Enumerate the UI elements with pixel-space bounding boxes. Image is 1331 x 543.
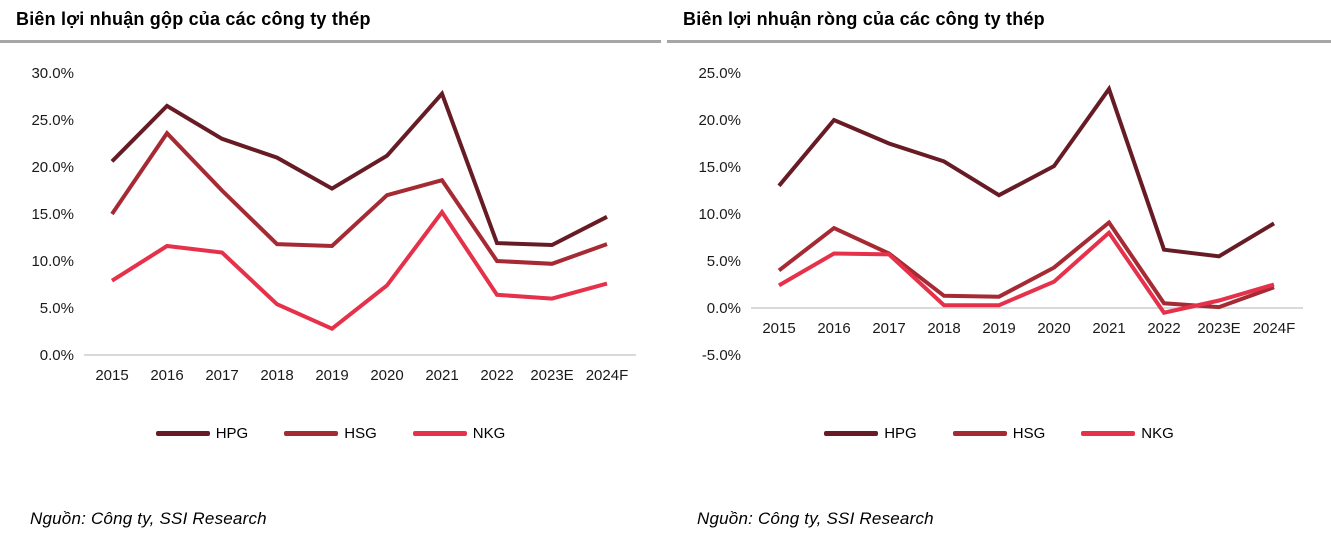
net-margin-chart: 25.0% 20.0% 15.0% 10.0% 5.0% 0.0% -5.0% 2015 201… [698, 65, 1303, 364]
x-tick-label: 2023E [530, 367, 573, 384]
chart-title-net: Biên lợi nhuận ròng của các công ty thép [683, 9, 1045, 29]
y-tick-label: 5.0% [40, 300, 74, 317]
series-line-hsg [110, 130, 608, 266]
y-tick-label: 20.0% [698, 112, 741, 129]
x-tick-label: 2019 [982, 320, 1015, 337]
x-tick-label: 2021 [1092, 320, 1125, 337]
y-tick-label: 15.0% [31, 206, 74, 223]
y-tick-label: 20.0% [31, 159, 74, 176]
legend-label-hsg: HSG [1012, 424, 1046, 442]
legend-item-nkg: NKG [1081, 425, 1174, 442]
y-tick-label: 25.0% [698, 65, 741, 82]
x-tick-label: 2016 [150, 367, 183, 384]
source-note-net: Nguồn: Công ty, SSI Research [697, 509, 934, 528]
series-line-nkg [110, 208, 608, 332]
y-tick-label: 15.0% [698, 159, 741, 176]
x-tick-label: 2024F [1253, 320, 1296, 337]
x-tick-label: 2020 [1037, 320, 1070, 337]
x-tick-label: 2018 [927, 320, 960, 337]
title-divider [667, 40, 1331, 43]
x-tick-label: 2016 [817, 320, 850, 337]
source-note-gross: Nguồn: Công ty, SSI Research [30, 509, 267, 528]
legend-gross: HPG HSG NKG [0, 421, 661, 445]
legend-net: HPG HSG NKG [667, 421, 1331, 445]
x-tick-label: 2019 [315, 367, 348, 384]
y-tick-label: 10.0% [31, 253, 74, 270]
legend-line-hsg [952, 430, 1007, 436]
series-line-hpg [777, 84, 1276, 259]
legend-item-nkg: NKG [412, 424, 506, 442]
legend-line-hsg [284, 430, 339, 436]
legend-label-hpg: HPG [215, 424, 249, 442]
y-tick-label: 30.0% [31, 65, 74, 82]
x-tick-label: 2022 [480, 367, 513, 384]
x-tick-label: 2018 [260, 367, 293, 384]
x-tick-label: 2015 [95, 367, 128, 384]
legend-line-hpg [155, 430, 210, 436]
legend-line-nkg [412, 430, 467, 436]
legend-label-hsg: HSG [344, 424, 377, 442]
gross-margin-chart: 30.0% 25.0% 20.0% 15.0% 10.0% 5.0% 0.0% 2015 201… [31, 65, 636, 384]
y-tick-label: 0.0% [707, 300, 741, 317]
chart-title-gross: Biên lợi nhuận gộp của các công ty thép [16, 9, 371, 29]
legend-label-nkg: NKG [1141, 424, 1174, 442]
legend-label-nkg: NKG [472, 424, 506, 442]
x-tick-label: 2023E [1197, 320, 1240, 337]
legend-item-hpg: HPG [155, 424, 249, 442]
y-tick-label: 25.0% [31, 112, 74, 129]
legend-item-hsg: HSG [952, 424, 1046, 442]
legend-item-hsg: HSG [284, 425, 377, 442]
x-tick-label: 2021 [425, 367, 458, 384]
x-tick-label: 2017 [872, 320, 905, 337]
x-tick-label: 2024F [586, 367, 629, 384]
gross-margin-panel: Biên lợi nhuận gộp của các công ty thép … [0, 0, 661, 543]
series-line-hpg [110, 89, 608, 248]
series-line-nkg [777, 229, 1275, 315]
x-tick-label: 2015 [762, 320, 795, 337]
x-tick-label: 2017 [205, 367, 238, 384]
net-margin-panel: Biên lợi nhuận ròng của các công ty thép… [667, 0, 1331, 543]
y-tick-label: -5.0% [702, 347, 741, 364]
y-tick-label: 5.0% [707, 253, 741, 270]
title-divider [0, 40, 661, 43]
legend-label-hpg: HPG [884, 424, 917, 442]
y-tick-label: 10.0% [698, 206, 741, 223]
x-tick-label: 2020 [370, 367, 403, 384]
legend-line-hpg [824, 430, 879, 436]
y-tick-label: 0.0% [40, 347, 74, 364]
legend-item-hpg: HPG [824, 425, 917, 442]
legend-line-nkg [1081, 430, 1136, 436]
x-tick-label: 2022 [1147, 320, 1180, 337]
